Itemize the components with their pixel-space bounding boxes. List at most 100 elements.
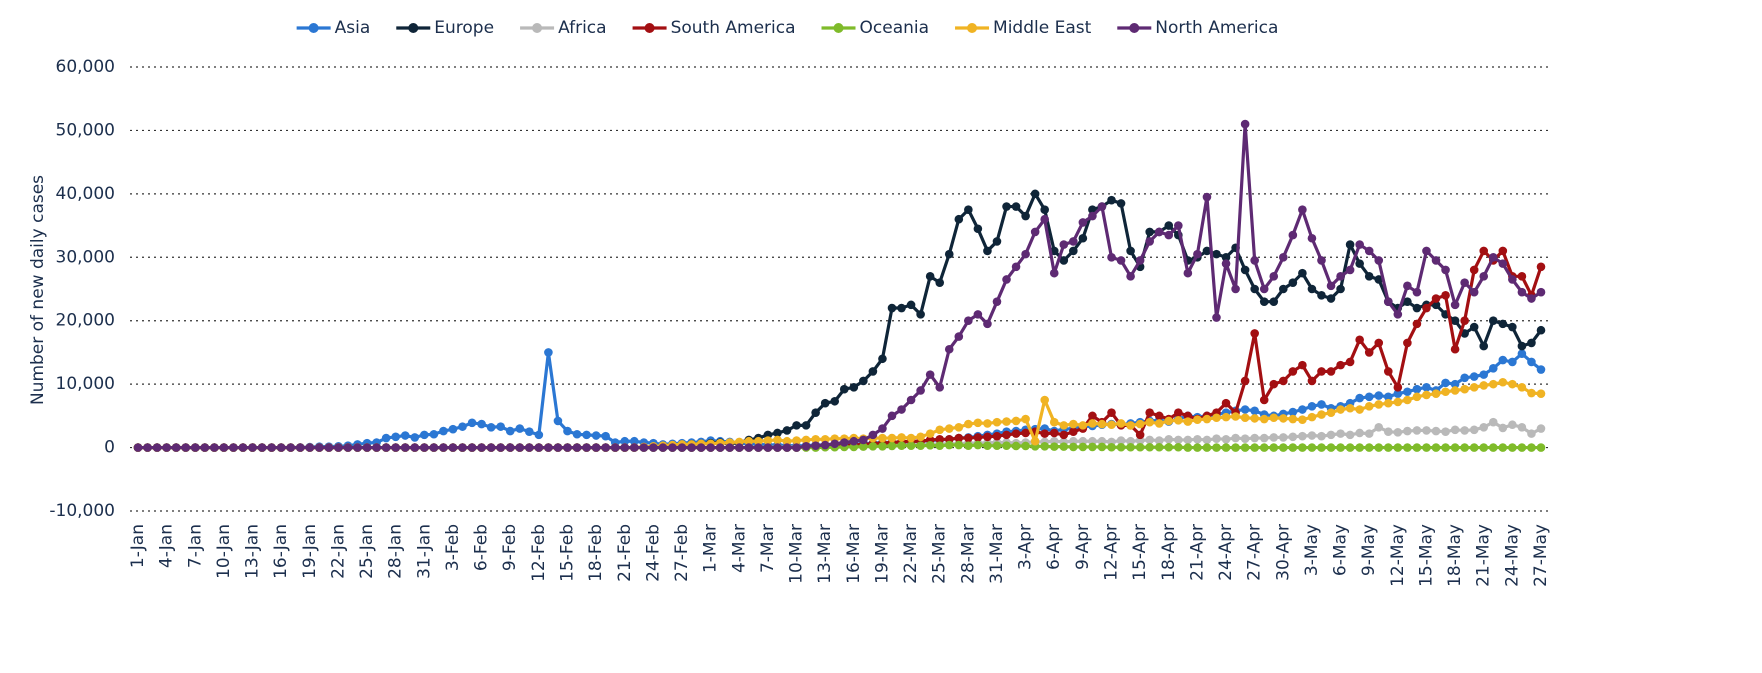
data-point [935,425,945,435]
data-point [1450,300,1460,310]
data-point [1279,414,1288,423]
x-tick-label: 7-Jan [185,524,205,568]
data-point [973,440,983,450]
data-point [1002,430,1011,440]
data-point [944,424,954,433]
data-point [773,443,782,452]
data-point [391,432,400,442]
data-point [1116,436,1126,445]
y-tick-label: 20,000 [56,311,115,331]
y-tick-label: 50,000 [56,120,115,140]
legend-marker [532,23,543,33]
data-point [887,303,897,313]
data-point [1116,199,1126,208]
data-point [1154,436,1164,445]
legend-label: Africa [558,18,607,38]
data-point [792,421,801,430]
data-point [1393,397,1403,407]
data-point [1488,417,1498,427]
data-point [410,443,420,452]
data-point [1364,402,1374,411]
data-point [305,443,315,452]
data-point [553,416,563,426]
data-point [1049,442,1059,451]
x-tick-label: 24-Feb [643,524,663,582]
data-point [1441,265,1450,275]
data-point [964,433,973,443]
data-point [1154,411,1164,421]
data-point [1107,252,1116,262]
data-point [1517,383,1527,392]
data-point [811,435,820,444]
data-point [486,422,496,432]
data-point [1488,363,1498,373]
data-point [477,443,486,452]
data-point [1088,211,1097,221]
data-point [544,443,553,452]
data-point [1364,392,1374,402]
data-point [973,418,983,428]
data-point [1135,419,1145,429]
data-point [1193,443,1202,452]
data-point [954,214,964,224]
data-point [887,411,897,421]
x-tick-label: 3-Feb [443,524,463,571]
data-point [1517,272,1527,281]
data-point [878,424,887,433]
data-point [954,422,964,432]
data-point [601,431,610,441]
data-point [1174,415,1183,425]
data-point [1450,443,1460,452]
data-point [486,443,496,452]
data-point [1059,240,1069,249]
data-point [1307,431,1317,440]
data-point [1097,442,1107,452]
data-point [1212,434,1221,443]
x-tick-label: 25-Mar [930,524,950,584]
data-point [1259,433,1269,443]
x-tick-label: 18-Feb [586,524,606,582]
data-point [620,443,630,452]
data-point [1450,425,1460,435]
data-point [1488,379,1498,389]
data-point [1174,442,1183,452]
data-point [944,249,954,259]
data-point [1069,427,1078,437]
data-point [897,405,906,414]
data-point [1078,421,1088,430]
data-point [1469,322,1479,332]
data-point [1469,425,1479,435]
data-point [897,303,906,313]
data-point [1393,389,1403,398]
data-point [1011,441,1021,451]
data-point [1078,442,1088,452]
data-point [1135,256,1145,265]
data-point [1154,419,1164,428]
data-point [916,432,925,442]
data-point [878,442,887,451]
data-point [200,443,210,452]
data-point [400,443,410,452]
data-point [210,443,219,452]
data-point [1040,442,1050,451]
data-point [1536,262,1546,272]
data-point [811,408,820,417]
x-tick-label: 6-Apr [1044,524,1064,570]
data-point [1145,237,1154,246]
data-point [1250,433,1259,443]
data-point [668,443,677,452]
data-point [1355,240,1364,249]
data-point [1336,360,1345,370]
data-point [1374,391,1384,400]
legend-marker [308,23,319,33]
data-point [1317,367,1326,376]
legend-label: Asia [335,18,371,38]
x-tick-label: 10-Jan [214,524,234,579]
data-point [1164,435,1174,444]
data-point [935,435,945,444]
data-point [925,429,935,438]
data-point [1326,443,1336,452]
data-point [1202,246,1212,256]
data-point [429,443,439,452]
data-point [1250,443,1259,452]
